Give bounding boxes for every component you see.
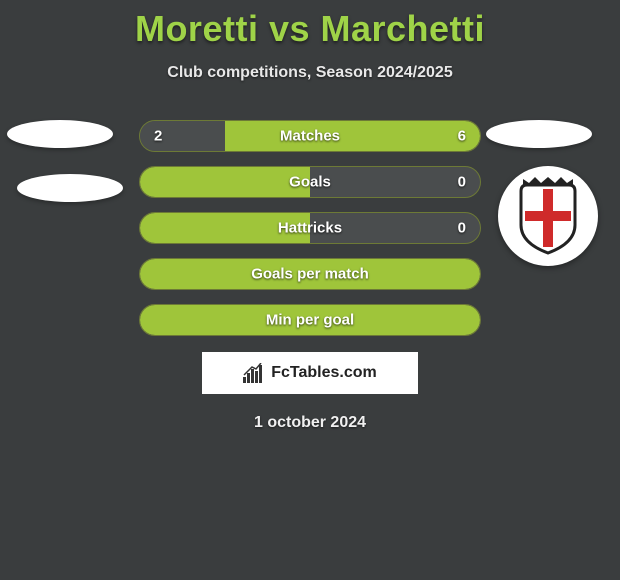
left-player-badge-top bbox=[7, 120, 113, 148]
right-player-badge-top bbox=[486, 120, 592, 148]
bar-value-right: 0 bbox=[458, 174, 466, 191]
bar-label: Hattricks bbox=[140, 220, 480, 237]
stat-bar: Hattricks0 bbox=[139, 212, 481, 244]
bar-label: Goals per match bbox=[140, 266, 480, 283]
bar-value-right: 6 bbox=[458, 128, 466, 145]
stat-bar: Min per goal bbox=[139, 304, 481, 336]
stat-bar: Goals per match bbox=[139, 258, 481, 290]
bar-label: Matches bbox=[140, 128, 480, 145]
bar-label: Min per goal bbox=[140, 312, 480, 329]
generation-date: 1 october 2024 bbox=[0, 414, 620, 432]
stat-bar: Matches2 6 bbox=[139, 120, 481, 152]
attribution-badge: FcTables.com bbox=[202, 352, 418, 394]
stat-bar: Goals0 bbox=[139, 166, 481, 198]
bar-value-left: 2 bbox=[154, 128, 162, 145]
right-club-logo bbox=[498, 166, 598, 266]
shield-cross-icon bbox=[517, 177, 579, 255]
page-title: Moretti vs Marchetti bbox=[0, 0, 620, 50]
bar-label: Goals bbox=[140, 174, 480, 191]
comparison-chart: Matches26Goals0Hattricks0Goals per match… bbox=[0, 120, 620, 336]
attribution-text: FcTables.com bbox=[271, 364, 377, 382]
bar-value-right: 0 bbox=[458, 220, 466, 237]
subtitle: Club competitions, Season 2024/2025 bbox=[0, 64, 620, 82]
bar-chart-icon bbox=[243, 363, 265, 383]
left-player-badge-bottom bbox=[17, 174, 123, 202]
